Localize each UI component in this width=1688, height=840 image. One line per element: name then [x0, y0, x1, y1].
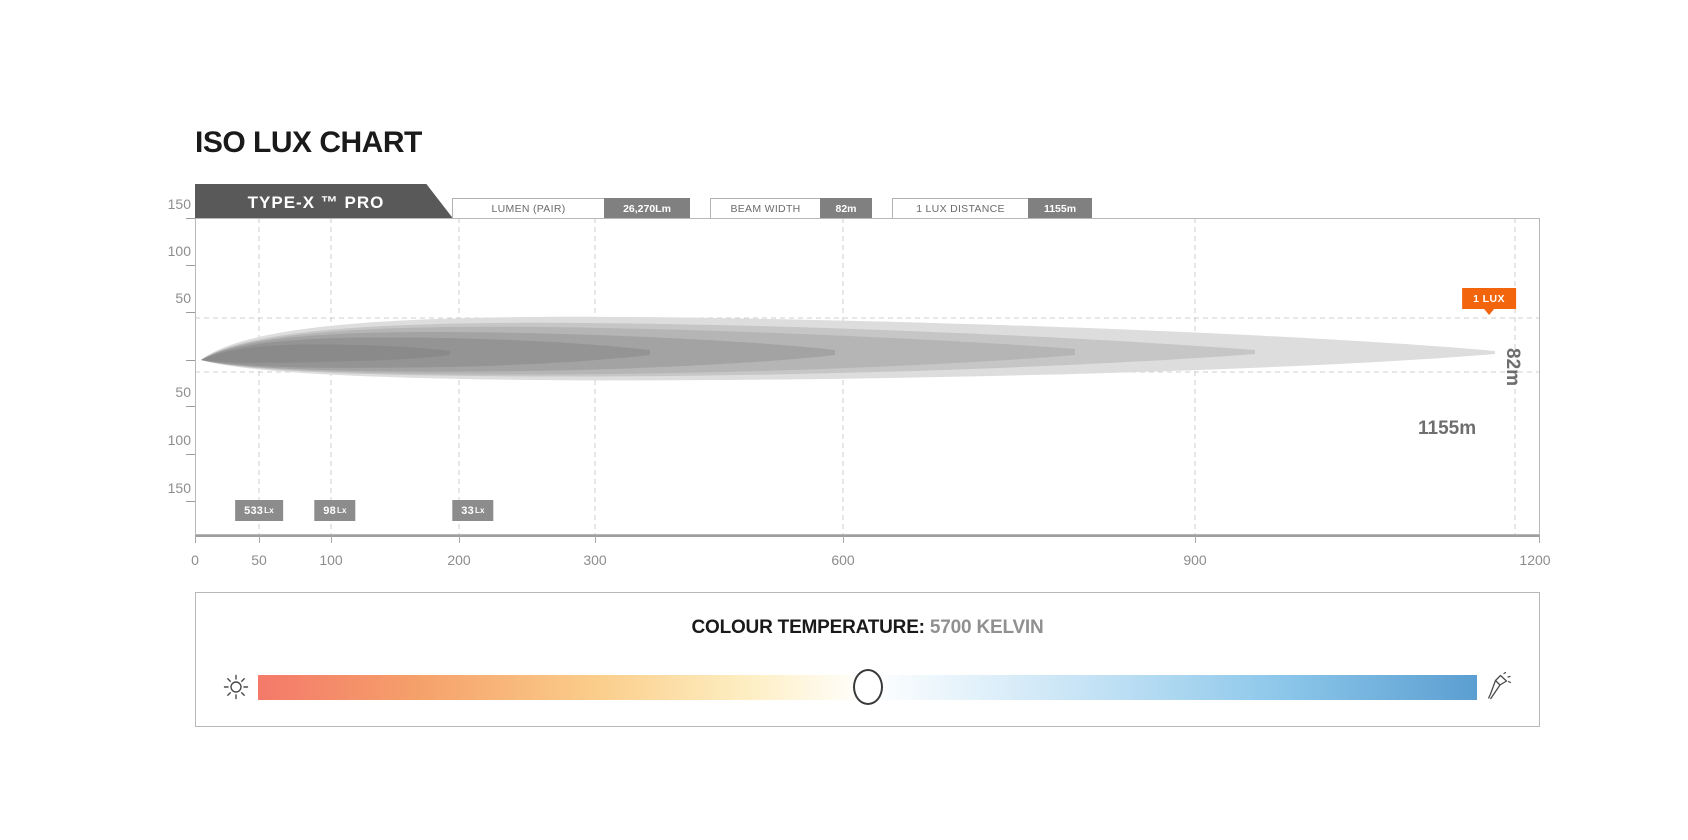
beam-lobes: [201, 316, 1495, 381]
lux-value-533-number: 533: [244, 504, 264, 517]
colour-temperature-panel: COLOUR TEMPERATURE: 5700 KELVIN: [195, 592, 1540, 727]
one-lux-marker: 1 LUX: [1462, 288, 1516, 309]
x-axis-label-300: 300: [583, 552, 607, 568]
x-axis-label-100: 100: [319, 552, 343, 568]
flashlight-icon: [1477, 665, 1521, 709]
y-axis-tick-50-top: [186, 312, 195, 313]
lux-value-33-number: 33: [461, 504, 474, 517]
x-axis-label-200: 200: [447, 552, 471, 568]
sun-icon: [214, 665, 258, 709]
colour-temperature-gradient-track[interactable]: [258, 669, 1477, 705]
lux-value-33-unit: Lx: [474, 506, 485, 515]
lux-value-533-unit: Lx: [264, 506, 274, 515]
x-axis-tick-300: [595, 536, 596, 543]
y-axis-label-150-bottom: 150: [167, 480, 191, 496]
beam-pattern-chart: [195, 218, 1540, 535]
colour-temperature-heading: COLOUR TEMPERATURE:: [691, 617, 925, 638]
x-axis-label-0: 0: [191, 552, 199, 568]
spec-value-lumen: 26,270Lm: [604, 198, 690, 220]
spec-badge-row: LUMEN (PAIR) 26,270Lm BEAM WIDTH 82m 1 L…: [452, 198, 1112, 220]
y-axis-tick-150-top: [186, 218, 195, 219]
x-axis-tick-900: [1195, 536, 1196, 543]
lux-value-98-unit: Lx: [336, 506, 347, 515]
spec-label-beam-width: BEAM WIDTH: [710, 198, 820, 220]
spec-label-lumen: LUMEN (PAIR): [452, 198, 604, 220]
x-axis-label-900: 900: [1183, 552, 1207, 568]
lux-value-33: 33 Lx: [452, 500, 494, 521]
lux-value-98-number: 98: [323, 504, 336, 517]
chart-plot-area: [196, 219, 1539, 534]
x-axis-line: [195, 535, 1540, 537]
y-axis-label-100-bottom: 100: [167, 432, 191, 448]
x-axis-tick-0: [195, 536, 196, 543]
spec-value-beam-width: 82m: [820, 198, 872, 220]
spec-badge-one-lux-distance: 1 LUX DISTANCE 1155m: [892, 198, 1092, 220]
x-axis-label-600: 600: [831, 552, 855, 568]
y-axis-label-150-top: 150: [167, 196, 191, 212]
beam-lobe-core: [201, 344, 450, 363]
colour-temperature-title: COLOUR TEMPERATURE: 5700 KELVIN: [196, 617, 1539, 639]
y-axis-tick-100-bottom: [186, 454, 195, 455]
y-axis-label-50-bottom: 50: [175, 384, 191, 400]
x-axis-tick-1200: [1539, 536, 1540, 543]
spec-badge-lumen: LUMEN (PAIR) 26,270Lm: [452, 198, 690, 220]
x-axis-tick-600: [843, 536, 844, 543]
y-axis-tick-50-bottom: [186, 406, 195, 407]
spec-label-one-lux-distance: 1 LUX DISTANCE: [892, 198, 1028, 220]
page-title: ISO LUX CHART: [195, 126, 422, 159]
spec-value-one-lux-distance: 1155m: [1028, 198, 1092, 220]
y-axis-tick-100-top: [186, 265, 195, 266]
x-axis-tick-50: [259, 536, 260, 543]
lux-value-98: 98 Lx: [314, 500, 356, 521]
colour-temperature-slider-row[interactable]: [214, 665, 1521, 709]
vertical-gridlines: [258, 219, 1516, 534]
y-axis-tick-0: [186, 360, 195, 361]
x-axis-label-1200: 1200: [1519, 552, 1551, 568]
lux-value-533: 533 Lx: [235, 500, 283, 521]
colour-temperature-slider-knob[interactable]: [852, 669, 883, 705]
horizontal-gridlines: [196, 317, 1539, 373]
y-axis-label-50-top: 50: [175, 290, 191, 306]
y-axis-tick-150-bottom: [186, 501, 195, 502]
x-axis-label-50: 50: [251, 552, 267, 568]
beam-width-annotation: 82m: [1502, 348, 1523, 387]
x-axis-tick-200: [459, 536, 460, 543]
x-axis-tick-100: [331, 536, 332, 543]
one-lux-distance-annotation: 1155m: [1418, 418, 1477, 439]
y-axis-label-100-top: 100: [167, 243, 191, 259]
product-tab[interactable]: TYPE-X ™ PRO: [195, 184, 455, 221]
colour-temperature-value: 5700 KELVIN: [929, 617, 1044, 638]
spec-badge-beam-width: BEAM WIDTH 82m: [710, 198, 872, 220]
